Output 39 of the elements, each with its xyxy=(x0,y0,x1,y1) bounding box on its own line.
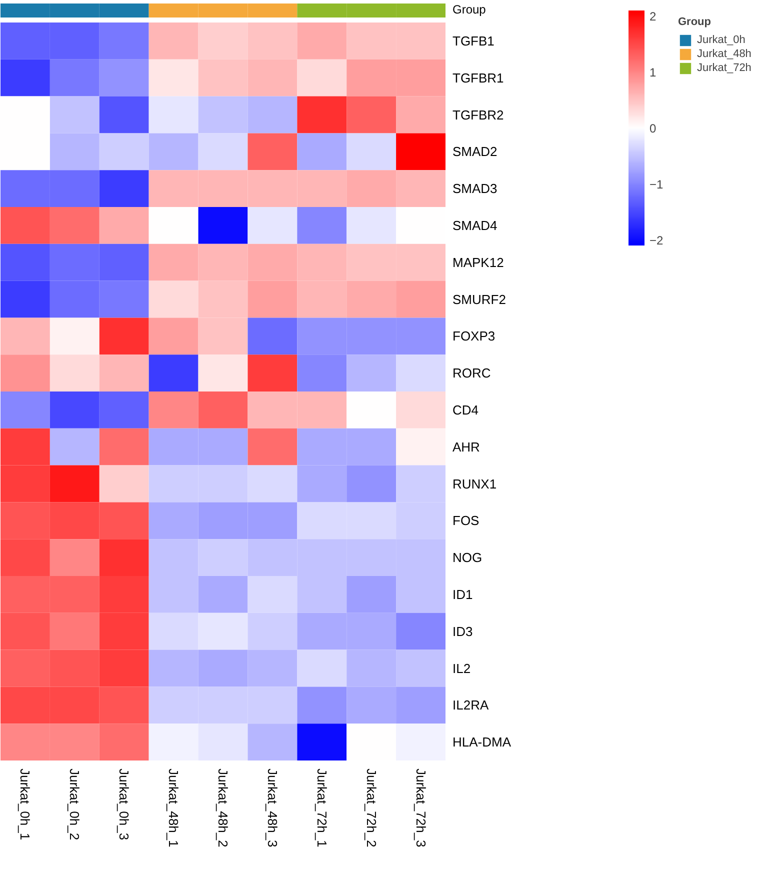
legend-label: Jurkat_0h xyxy=(697,33,746,47)
y-tick-label: IL2RA xyxy=(452,698,489,713)
x-tick-label: Jurkat_48h_1 xyxy=(166,768,182,848)
y-tick-label: AHR xyxy=(452,439,480,454)
y-tick-label: MAPK12 xyxy=(452,254,504,270)
color-bar-label: 1 xyxy=(650,66,656,80)
y-tick-label: TGFBR1 xyxy=(452,70,504,86)
y-tick-label: TGFBR2 xyxy=(452,107,504,122)
y-tick-label: ID3 xyxy=(452,624,473,639)
y-tick-label: HLA-DMA xyxy=(452,734,512,750)
x-tick-label: Jurkat_0h_3 xyxy=(116,768,132,840)
color-bar-label: 0 xyxy=(650,122,656,136)
y-tick-label: SMAD3 xyxy=(452,181,498,196)
legend-title: Group xyxy=(678,16,712,28)
y-tick-label: RORC xyxy=(452,366,491,381)
y-tick-label: RUNX1 xyxy=(452,476,497,492)
color-bar-label: −1 xyxy=(650,177,664,192)
x-tick-label: Jurkat_72h_3 xyxy=(413,768,428,848)
y-tick-label: TGFB1 xyxy=(452,33,494,48)
x-tick-label: Jurkat_0h_1 xyxy=(18,768,33,840)
y-tick-label: CD4 xyxy=(452,402,479,418)
color-bar-label: −2 xyxy=(650,233,664,248)
x-tick-label: Jurkat_0h_2 xyxy=(67,768,82,840)
y-tick-label: SMURF2 xyxy=(452,292,506,307)
y-tick-label: NOG xyxy=(452,550,482,566)
legend-label: Jurkat_72h xyxy=(697,61,752,75)
y-tick-label: IL2 xyxy=(452,660,471,676)
x-tick-label: Jurkat_48h_2 xyxy=(216,768,230,848)
x-tick-label: Jurkat_72h_2 xyxy=(364,768,379,848)
y-tick-label: SMAD4 xyxy=(452,218,498,233)
color-bar-label: 2 xyxy=(650,10,656,24)
y-tick-label: FOXP3 xyxy=(452,328,496,344)
x-tick-label: Jurkat_72h_1 xyxy=(314,768,330,848)
y-axis-title: Group xyxy=(452,2,486,16)
y-tick-label: SMAD2 xyxy=(452,144,498,160)
y-tick-label: FOS xyxy=(452,513,480,528)
legend-label: Jurkat_48h xyxy=(697,47,752,61)
y-tick-label: ID1 xyxy=(452,586,473,602)
x-tick-label: Jurkat_48h_3 xyxy=(264,768,280,848)
